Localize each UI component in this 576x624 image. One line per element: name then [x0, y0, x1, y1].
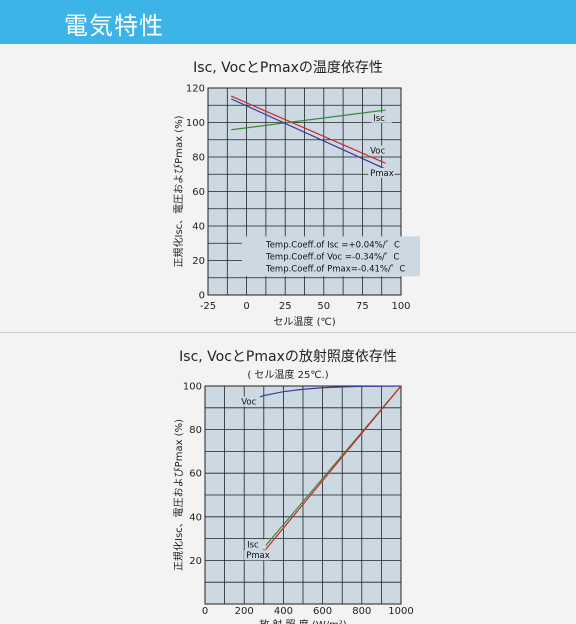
temp-coeff-annotation: Temp.Coeff.of Isc =+0.04%/゜C: [265, 240, 400, 250]
series-label-voc: Voc: [370, 147, 385, 157]
y-tick-label: 20: [189, 556, 202, 567]
chart1-title: Isc, VocとPmaxの温度依存性: [193, 60, 383, 76]
temperature-chart: -25 0 25 50 75 100020406080100120IscVocPmaxTe…: [172, 84, 420, 328]
chart2-subtitle: ( セル温度 25℃.): [247, 370, 329, 381]
series-label-isc: Isc: [247, 540, 259, 550]
x-tick-label: 800: [352, 606, 371, 617]
y-tick-label: 20: [192, 256, 205, 267]
series-label-bg: [368, 167, 395, 178]
series-label-pmax: Pmax: [370, 169, 394, 179]
series-label-bg: [371, 112, 393, 123]
series-label-bg: [239, 396, 261, 407]
series-line-voc: [230, 98, 386, 170]
y-axis-label: 正規化Isc、電圧およびPmax (%): [172, 115, 185, 267]
y-tick-label: 40: [192, 222, 205, 233]
series-line-voc: [244, 385, 402, 403]
x-tick-label: 25: [279, 301, 292, 312]
series-label-voc: Voc: [241, 398, 256, 408]
series-line-pmax: [230, 95, 386, 164]
x-tick-label: 0: [243, 301, 249, 312]
temp-coeff-annotation: Temp.Coeff.of Voc =-0.34%/゜C: [265, 252, 399, 262]
chart-divider: [0, 332, 576, 333]
y-tick-label: 80: [189, 425, 202, 436]
temp-coeff-annotation: Temp.Coeff.of Pmax=-0.41%/゜C: [265, 264, 405, 274]
x-tick-label: 600: [313, 606, 332, 617]
x-tick-label: -25: [200, 301, 216, 312]
x-axis-label: セル温度 (℃): [273, 315, 335, 328]
section-header: 電気特性: [0, 0, 576, 44]
y-tick-label: 80: [192, 153, 205, 164]
x-tick-label: 1000: [388, 606, 413, 617]
x-tick-label: 200: [235, 606, 254, 617]
chart2-title: Isc, VocとPmaxの放射照度依存性: [179, 349, 397, 365]
y-tick-label: 120: [186, 84, 205, 95]
x-tick-label: 100: [391, 301, 410, 312]
y-tick-label: 40: [189, 512, 202, 523]
x-axis-label: 放 射 照 度 (W/m²): [259, 618, 347, 624]
y-tick-label: 60: [192, 187, 205, 198]
series-label-pmax: Pmax: [246, 551, 270, 561]
annotation-box: [241, 236, 420, 277]
series-line-pmax: [263, 385, 402, 553]
series-label-bg: [368, 145, 389, 156]
section-title: 電気特性: [64, 12, 164, 40]
y-tick-label: 100: [186, 118, 205, 129]
series-label-bg: [245, 539, 266, 550]
series-label-bg: [244, 550, 271, 561]
x-tick-label: 75: [356, 301, 369, 312]
x-tick-label: 0: [202, 606, 208, 617]
y-tick-label: 100: [183, 382, 202, 393]
y-tick-label: 60: [189, 469, 202, 480]
y-tick-label: 0: [199, 291, 205, 302]
series-line-isc: [231, 109, 386, 131]
series-label-isc: Isc: [373, 114, 385, 124]
y-axis-label: 正規化Isc、電圧およびPmax (%): [172, 419, 185, 571]
x-tick-label: 50: [317, 301, 330, 312]
x-tick-label: 400: [274, 606, 293, 617]
